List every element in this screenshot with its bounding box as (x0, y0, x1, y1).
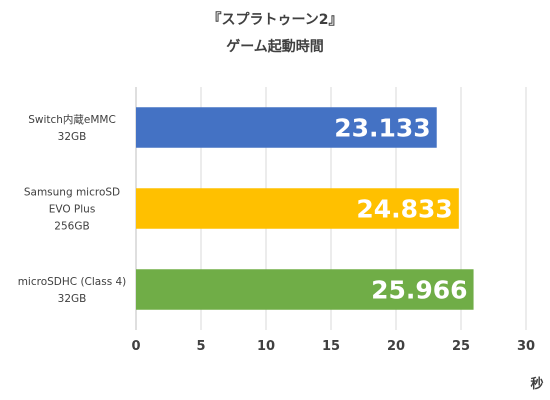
data-label-1: 23.133 (334, 114, 430, 143)
x-tick-label-25: 25 (452, 339, 470, 354)
category-label-1-line-2: 32GB (58, 131, 87, 143)
category-label-2-line-1: Samsung microSD (24, 187, 120, 199)
x-tick-label-10: 10 (257, 339, 275, 354)
data-label-2: 24.833 (356, 195, 452, 224)
category-label-2-line-2: EVO Plus (49, 204, 96, 216)
bar-2 (136, 188, 459, 229)
category-label-3-line-1: microSDHC (Class 4) (18, 276, 127, 288)
x-tick-label-30: 30 (517, 339, 535, 354)
data-label-3: 25.966 (371, 276, 467, 305)
chart-title-line-1: 『スプラトゥーン2』 (207, 11, 342, 28)
category-label-1-line-1: Switch内蔵eMMC (28, 113, 116, 126)
bar-3 (136, 269, 474, 310)
x-tick-label-0: 0 (131, 339, 140, 354)
category-label-3-line-2: 32GB (58, 293, 87, 305)
chart-title-line-2: ゲーム起動時間 (226, 38, 324, 55)
category-label-2-line-3: 256GB (54, 221, 89, 233)
x-tick-label-5: 5 (196, 339, 205, 354)
x-axis-unit-label: 秒 (530, 376, 543, 392)
x-tick-label-15: 15 (322, 339, 340, 354)
x-tick-label-20: 20 (387, 339, 405, 354)
bar-1 (136, 107, 437, 148)
